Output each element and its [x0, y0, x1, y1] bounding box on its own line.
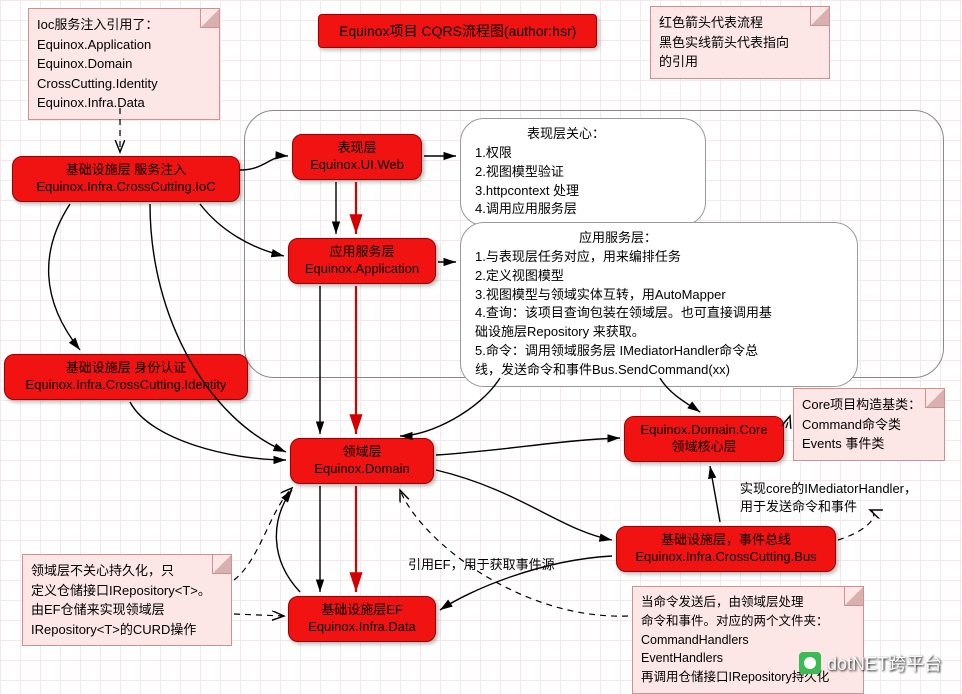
box-app-l1: 应用服务层: [297, 244, 427, 261]
watermark-text: dotNET跨平台: [827, 650, 942, 676]
note-repo: 领域层不关心持久化，只 定义仓储接口IRepository<T>。 由EF仓储来…: [22, 554, 232, 646]
box-app-l2: Equinox.Application: [297, 261, 427, 278]
note-bus-impl: 实现core的IMediatorHandler， 用于发送命令和事件: [740, 480, 960, 516]
box-ui: 表现层 Equinox.UI.Web: [292, 134, 422, 180]
box-data-l2: Equinox.Infra.Data: [297, 619, 427, 636]
box-identity-l2: Equinox.Infra.CrossCutting.Identity: [13, 377, 239, 394]
note-ioc: Ioc服务注入引用了： Equinox.Application Equinox.…: [28, 8, 220, 120]
box-identity-l1: 基础设施层 身份认证: [13, 360, 239, 377]
box-ioc-l1: 基础设施层 服务注入: [21, 162, 231, 179]
note-handlers: 当命令发送后，由领域层处理 命令和事件。对应的两个文件夹： CommandHan…: [632, 586, 864, 694]
box-ui-l1: 表现层: [301, 140, 413, 157]
box-ioc-l2: Equinox.Infra.CrossCutting.IoC: [21, 179, 231, 196]
note-ef-ref: 引用EF，用于获取事件源: [408, 554, 555, 573]
box-data-l1: 基础设施层EF: [297, 602, 427, 619]
box-ui-l2: Equinox.UI.Web: [301, 157, 413, 174]
box-core: Equinox.Domain.Core 领域核心层: [624, 416, 784, 462]
legend-note: 红色箭头代表流程 黑色实线箭头代表指向 的引用: [650, 6, 830, 79]
diagram-title: Equinox项目 CQRS流程图(author:hsr): [318, 14, 597, 48]
box-app: 应用服务层 Equinox.Application: [288, 238, 436, 284]
note-core: Core项目构造基类： Command命令类 Events 事件类: [793, 388, 945, 461]
box-domain-l2: Equinox.Domain: [299, 461, 425, 478]
watermark: dotNET跨平台: [799, 650, 942, 676]
panel-app-services: 应用服务层： 1.与表现层任务对应，用来编排任务 2.定义视图模型 3.视图模型…: [460, 222, 858, 387]
box-bus-l2: Equinox.Infra.CrossCutting.Bus: [625, 549, 827, 566]
box-data: 基础设施层EF Equinox.Infra.Data: [288, 596, 436, 642]
box-bus: 基础设施层，事件总线 Equinox.Infra.CrossCutting.Bu…: [616, 526, 836, 572]
box-bus-l1: 基础设施层，事件总线: [625, 532, 827, 549]
panel-presentation: 表现层关心： 1.权限 2.视图模型验证 3.httpcontext 处理 4.…: [460, 118, 706, 226]
wechat-icon: [799, 652, 821, 674]
box-core-l1: Equinox.Domain.Core: [633, 422, 775, 439]
box-ioc: 基础设施层 服务注入 Equinox.Infra.CrossCutting.Io…: [12, 156, 240, 202]
box-domain: 领域层 Equinox.Domain: [290, 438, 434, 484]
box-core-l2: 领域核心层: [633, 439, 775, 456]
box-domain-l1: 领域层: [299, 444, 425, 461]
box-identity: 基础设施层 身份认证 Equinox.Infra.CrossCutting.Id…: [4, 354, 248, 400]
